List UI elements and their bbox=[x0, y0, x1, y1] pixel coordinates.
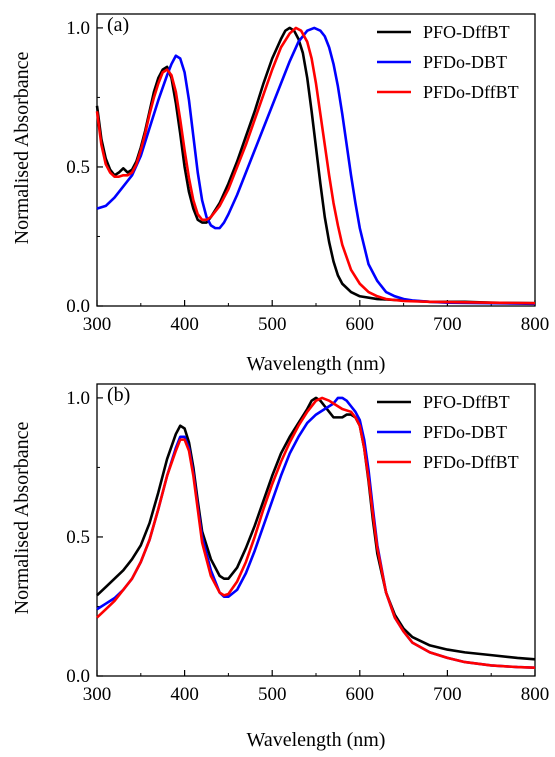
legend-label-1-2: PFDo-DBT bbox=[423, 52, 507, 72]
x-tick-label-500: 500 bbox=[258, 684, 287, 705]
x-tick-label-400: 400 bbox=[170, 684, 199, 705]
x-axis-label-2: Wavelength (nm) bbox=[247, 729, 386, 751]
y-axis-label-1: Normalised Absorbance bbox=[11, 52, 33, 245]
x-tick-label-600: 600 bbox=[346, 314, 375, 335]
y-tick-label-0.5: 0.5 bbox=[66, 527, 90, 548]
series-line-2-3 bbox=[96, 396, 536, 669]
legend-label-1-1: PFO-DffBT bbox=[423, 22, 510, 42]
series-line-1-2 bbox=[96, 26, 536, 306]
x-axis-label-1: Wavelength (nm) bbox=[247, 353, 386, 375]
y-axis-label-2: Normalised Absorbance bbox=[11, 422, 33, 615]
x-tick-label-800: 800 bbox=[521, 684, 550, 705]
y-tick-label-0.0: 0.0 bbox=[66, 296, 90, 317]
x-tick-label-300: 300 bbox=[83, 314, 112, 335]
x-tick-label-800: 800 bbox=[521, 314, 550, 335]
x-tick-label-700: 700 bbox=[433, 684, 462, 705]
x-tick-label-300: 300 bbox=[83, 684, 112, 705]
y-tick-label-1.0: 1.0 bbox=[66, 388, 90, 409]
y-tick-label-0.0: 0.0 bbox=[66, 666, 90, 687]
x-tick-label-500: 500 bbox=[258, 314, 287, 335]
legend-label-2-3: PFDo-DffBT bbox=[423, 452, 519, 472]
x-tick-label-600: 600 bbox=[346, 684, 375, 705]
panel-label-2: (b) bbox=[107, 384, 130, 406]
panel-label-1: (a) bbox=[107, 14, 129, 36]
y-tick-label-0.5: 0.5 bbox=[66, 157, 90, 178]
y-tick-label-1.0: 1.0 bbox=[66, 18, 90, 39]
legend-label-2-1: PFO-DffBT bbox=[423, 392, 510, 412]
x-tick-label-700: 700 bbox=[433, 314, 462, 335]
legend-label-2-2: PFDo-DBT bbox=[423, 422, 507, 442]
series-line-1-3 bbox=[95, 26, 536, 305]
x-tick-label-400: 400 bbox=[170, 314, 199, 335]
legend-label-1-3: PFDo-DffBT bbox=[423, 82, 519, 102]
